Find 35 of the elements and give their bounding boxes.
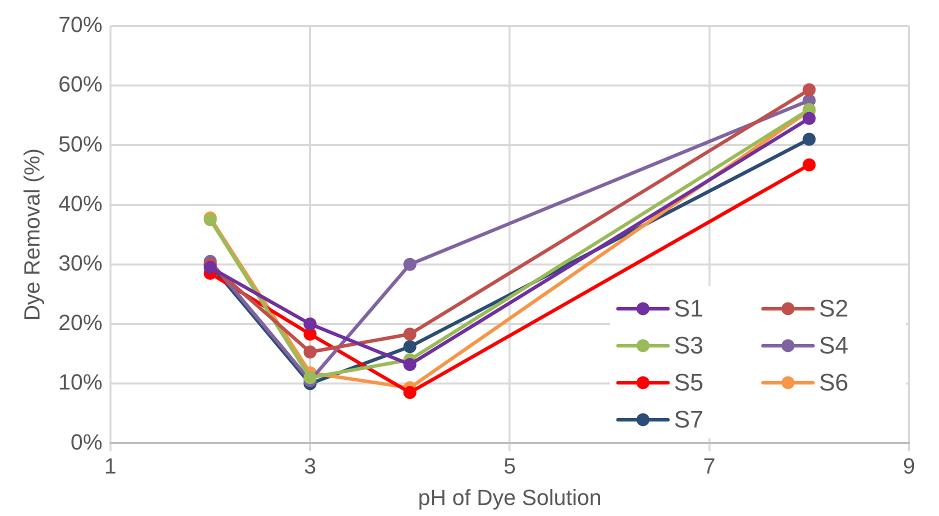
x-tick-label: 3 (304, 453, 316, 478)
x-axis-title: pH of Dye Solution (418, 484, 602, 510)
x-tick-label: 9 (902, 453, 916, 478)
point (304, 346, 317, 359)
legend-label: S6 (819, 369, 848, 396)
x-tick-label: 1 (104, 453, 117, 478)
y-tick-label: 60% (58, 72, 102, 97)
legend-label: S5 (674, 369, 704, 396)
legend-label: S1 (674, 295, 704, 322)
point (802, 158, 816, 172)
point (403, 340, 416, 354)
point (802, 83, 816, 96)
y-tick-label: 30% (58, 250, 102, 276)
y-tick-label: 10% (58, 370, 102, 395)
x-tick-label: 7 (703, 453, 716, 478)
y-axis-title: Dye Removal (%) (19, 148, 44, 321)
legend-label: S3 (674, 332, 704, 360)
y-tick-label: 0% (70, 429, 102, 454)
point (304, 371, 317, 384)
point (403, 386, 416, 400)
x-tick-label: 5 (504, 453, 516, 478)
y-tick-label: 20% (58, 310, 102, 336)
legend-label: S2 (819, 295, 848, 322)
point (204, 260, 217, 274)
y-tick-label: 40% (58, 190, 102, 216)
legend-label: S4 (819, 332, 848, 360)
point (802, 132, 816, 146)
point (802, 112, 816, 125)
point (403, 258, 416, 271)
y-tick-label: 70% (58, 12, 102, 38)
point (403, 358, 416, 372)
y-tick-label: 50% (58, 131, 102, 156)
point (403, 328, 416, 341)
legend-label: S7 (674, 406, 704, 434)
point (304, 318, 317, 330)
